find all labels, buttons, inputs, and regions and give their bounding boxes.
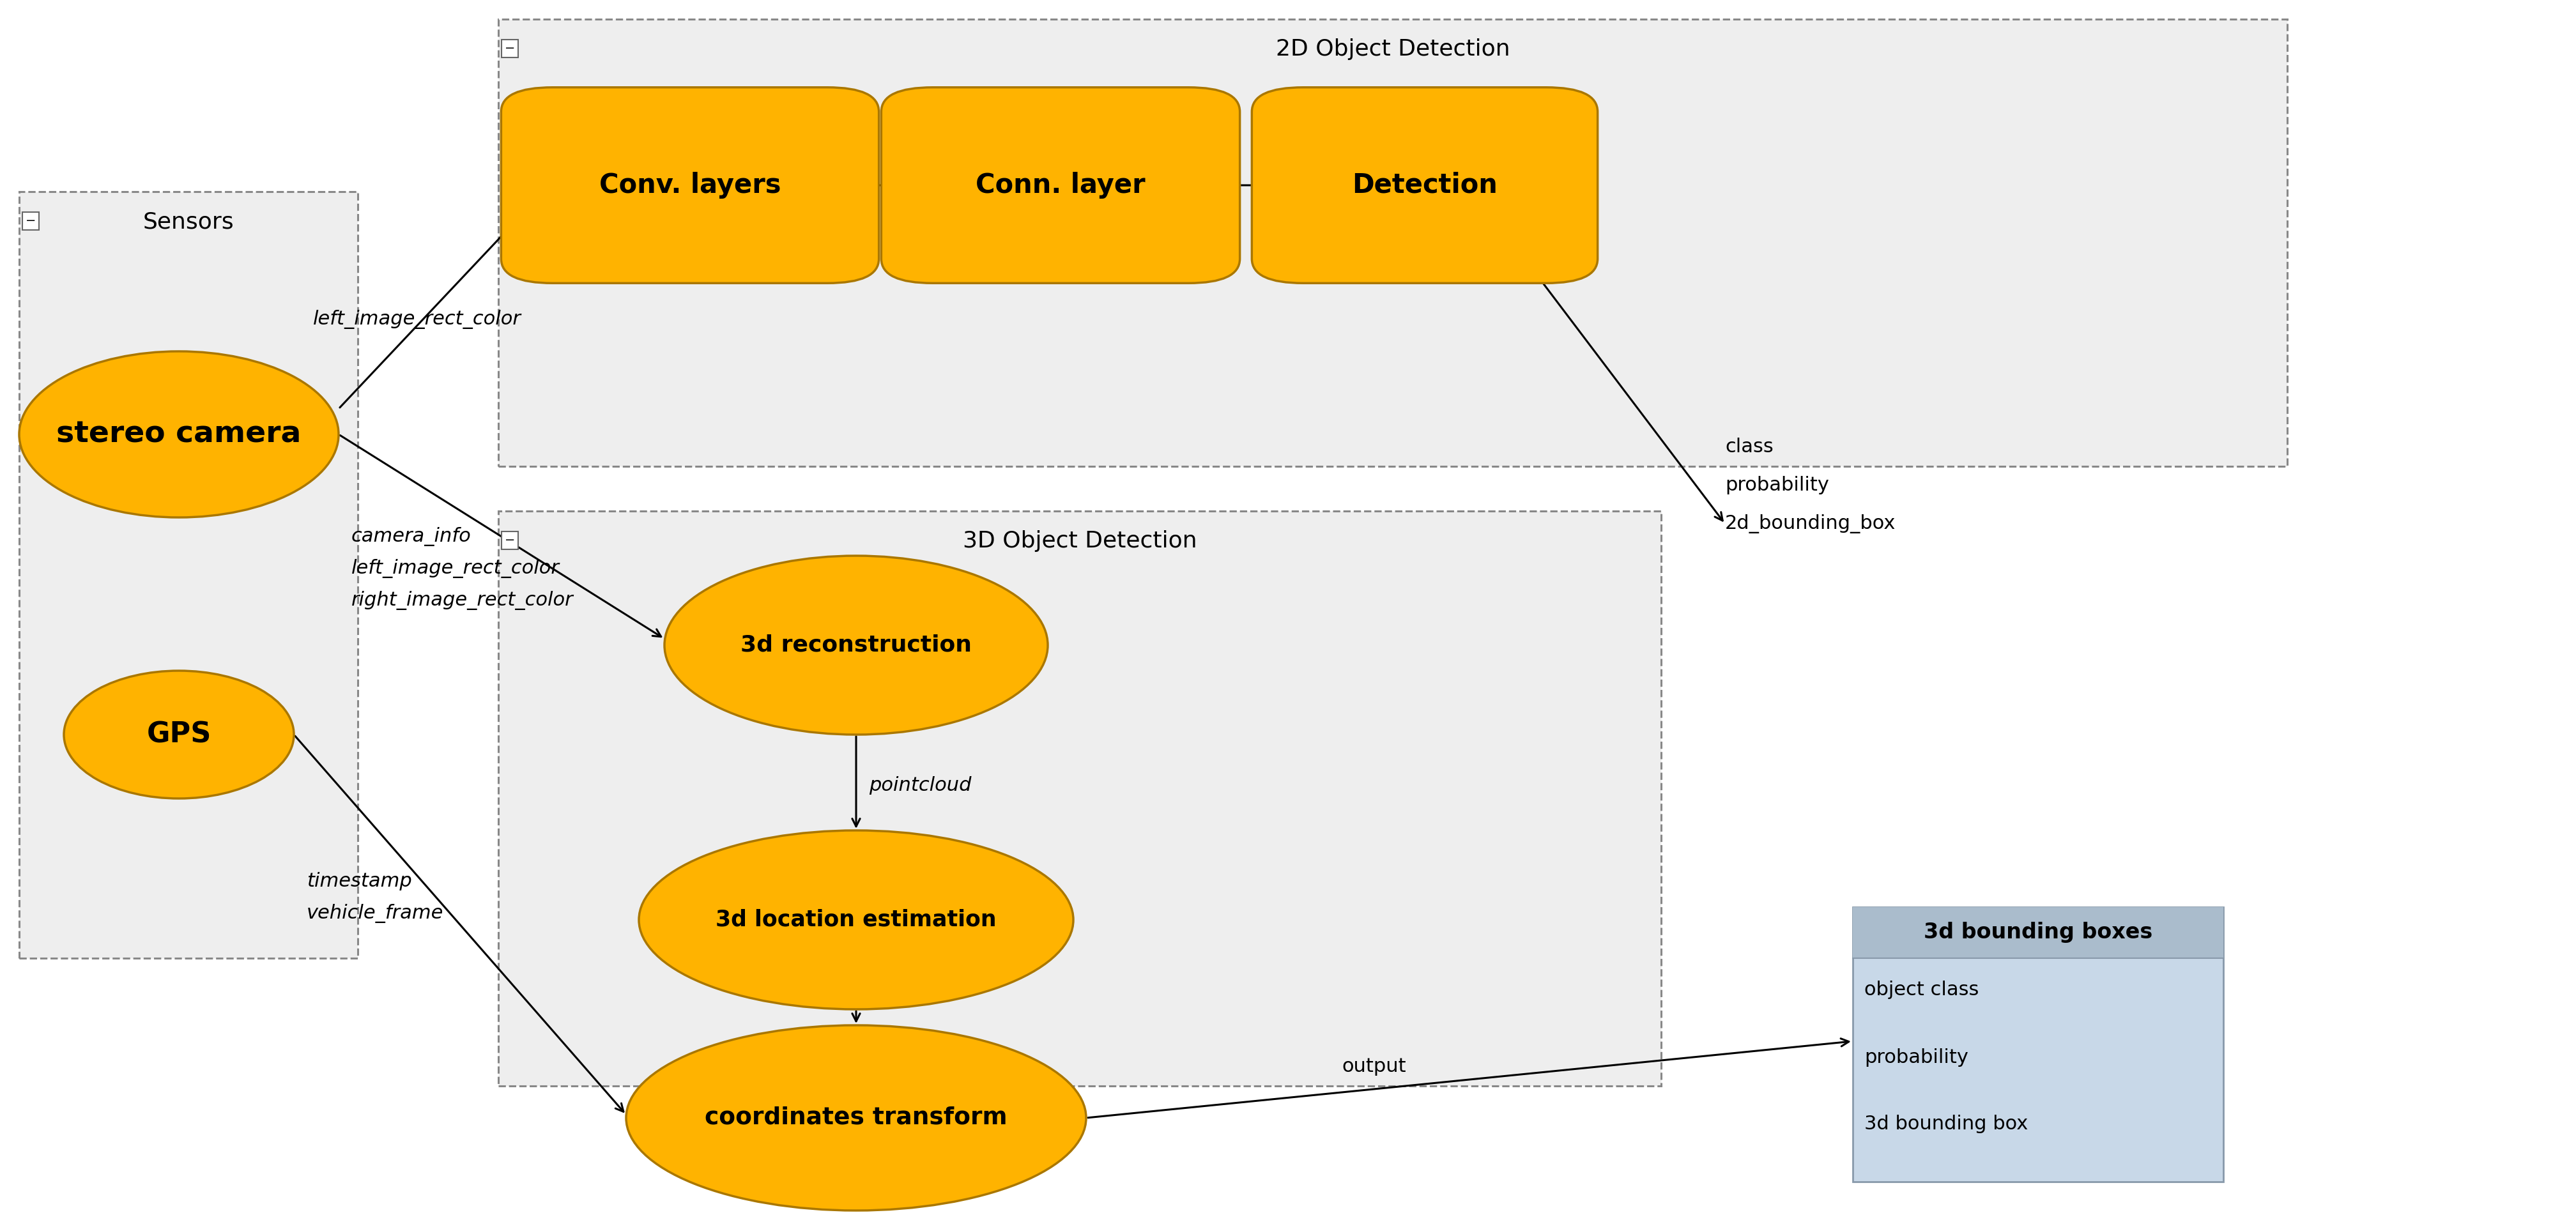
Text: timestamp: timestamp [307,873,412,891]
Text: vehicle_frame: vehicle_frame [307,904,443,923]
Text: pointcloud: pointcloud [868,776,971,796]
Ellipse shape [626,1025,1087,1211]
Text: class: class [1726,437,1772,456]
Text: right_image_rect_color: right_image_rect_color [350,591,574,610]
FancyBboxPatch shape [1852,907,2223,958]
Text: 3d bounding boxes: 3d bounding boxes [1924,923,2154,943]
Text: −: − [505,534,515,546]
Ellipse shape [18,352,337,517]
FancyBboxPatch shape [497,511,1662,1086]
Text: left_image_rect_color: left_image_rect_color [350,558,559,578]
FancyBboxPatch shape [18,192,358,958]
Text: Conv. layers: Conv. layers [600,172,781,199]
FancyBboxPatch shape [1252,87,1597,284]
Ellipse shape [665,556,1048,734]
Text: 3d location estimation: 3d location estimation [716,909,997,931]
Text: 2D Object Detection: 2D Object Detection [1275,38,1510,60]
Text: 3d reconstruction: 3d reconstruction [739,634,971,656]
Text: object class: object class [1865,981,1978,1000]
Text: output: output [1342,1057,1406,1077]
FancyBboxPatch shape [881,87,1239,284]
FancyBboxPatch shape [502,87,878,284]
Text: 3d bounding box: 3d bounding box [1865,1114,2027,1134]
Text: 2d_bounding_box: 2d_bounding_box [1726,514,1896,533]
Text: 3D Object Detection: 3D Object Detection [963,530,1198,552]
FancyBboxPatch shape [1852,907,2223,1182]
Ellipse shape [639,831,1074,1009]
Text: Conn. layer: Conn. layer [976,172,1146,199]
Ellipse shape [64,671,294,798]
Text: probability: probability [1865,1048,1968,1067]
Text: Detection: Detection [1352,172,1497,199]
Text: probability: probability [1726,477,1829,495]
Text: −: − [505,43,515,55]
Text: coordinates transform: coordinates transform [706,1106,1007,1129]
Text: stereo camera: stereo camera [57,420,301,448]
Text: Sensors: Sensors [142,211,234,232]
FancyBboxPatch shape [497,20,2287,467]
Text: camera_info: camera_info [350,527,471,546]
Text: GPS: GPS [147,721,211,748]
Text: −: − [26,215,36,227]
Text: left_image_rect_color: left_image_rect_color [314,310,520,329]
